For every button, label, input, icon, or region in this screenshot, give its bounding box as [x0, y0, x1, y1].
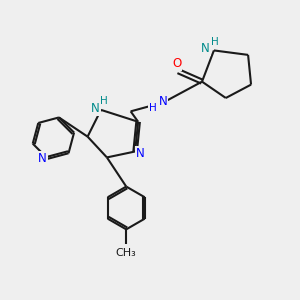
Text: N: N [136, 147, 145, 161]
Text: H: H [100, 96, 108, 106]
Text: N: N [158, 95, 167, 108]
Text: CH₃: CH₃ [116, 248, 136, 257]
Text: O: O [172, 57, 182, 70]
Text: N: N [38, 152, 47, 165]
Text: N: N [201, 42, 210, 56]
Text: H: H [211, 38, 219, 47]
Text: H: H [149, 103, 157, 113]
Text: N: N [91, 102, 100, 115]
